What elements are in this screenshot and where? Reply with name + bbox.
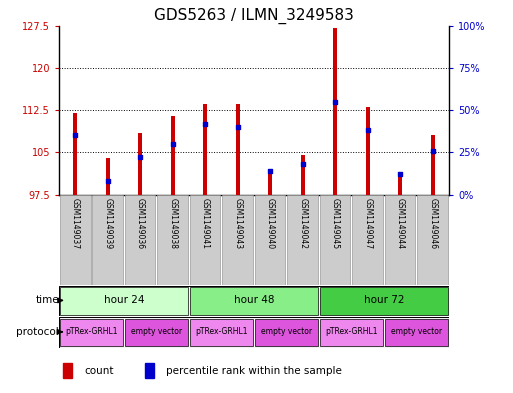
Text: empty vector: empty vector [391,327,442,336]
FancyBboxPatch shape [60,319,123,346]
Point [428,147,437,154]
Text: pTRex-GRHL1: pTRex-GRHL1 [195,327,248,336]
FancyBboxPatch shape [320,287,448,315]
FancyBboxPatch shape [352,195,383,285]
FancyBboxPatch shape [255,319,318,346]
FancyBboxPatch shape [190,319,253,346]
Text: count: count [84,365,114,375]
Bar [333,28,337,195]
Bar [63,363,72,378]
FancyBboxPatch shape [157,195,188,285]
Bar [236,105,240,195]
FancyBboxPatch shape [60,195,90,285]
Text: GSM1149043: GSM1149043 [233,198,242,249]
Point [299,161,307,167]
Text: GSM1149037: GSM1149037 [71,198,80,249]
FancyBboxPatch shape [60,287,188,315]
Point [233,124,242,130]
Point [201,120,209,127]
FancyBboxPatch shape [125,195,155,285]
Text: GSM1149036: GSM1149036 [136,198,145,249]
Bar [145,363,154,378]
FancyBboxPatch shape [287,195,318,285]
Text: GSM1149047: GSM1149047 [363,198,372,249]
Text: GSM1149042: GSM1149042 [298,198,307,249]
Point [266,168,274,174]
Bar [203,105,207,195]
Bar [398,172,402,195]
Text: pTRex-GRHL1: pTRex-GRHL1 [65,327,118,336]
Point [136,154,144,160]
FancyBboxPatch shape [190,195,221,285]
Text: GSM1149044: GSM1149044 [396,198,405,249]
Bar [301,155,305,195]
Text: GSM1149039: GSM1149039 [103,198,112,249]
FancyBboxPatch shape [385,319,448,346]
Point [104,178,112,184]
Bar [106,158,110,195]
Text: hour 24: hour 24 [104,296,144,305]
Text: percentile rank within the sample: percentile rank within the sample [166,365,342,375]
Text: GSM1149041: GSM1149041 [201,198,210,249]
Text: pTRex-GRHL1: pTRex-GRHL1 [325,327,378,336]
FancyBboxPatch shape [59,317,449,348]
Text: empty vector: empty vector [131,327,182,336]
FancyBboxPatch shape [385,195,416,285]
Bar [171,116,174,195]
Text: hour 48: hour 48 [234,296,274,305]
FancyBboxPatch shape [59,286,449,316]
FancyBboxPatch shape [320,195,350,285]
Point [169,141,177,147]
Point [331,98,339,105]
FancyBboxPatch shape [320,319,383,346]
Point [364,127,372,134]
Text: time: time [35,296,59,305]
Title: GDS5263 / ILMN_3249583: GDS5263 / ILMN_3249583 [154,8,354,24]
Point [396,171,404,177]
FancyBboxPatch shape [255,195,285,285]
Text: GSM1149045: GSM1149045 [331,198,340,249]
Bar [73,113,77,195]
Text: GSM1149046: GSM1149046 [428,198,437,249]
FancyBboxPatch shape [223,195,253,285]
Bar [139,132,142,195]
Text: GSM1149038: GSM1149038 [168,198,177,249]
Point [71,132,80,138]
Text: protocol: protocol [16,327,59,337]
FancyBboxPatch shape [125,319,188,346]
Text: hour 72: hour 72 [364,296,404,305]
FancyBboxPatch shape [418,195,448,285]
Bar [366,107,369,195]
Text: GSM1149040: GSM1149040 [266,198,274,249]
FancyBboxPatch shape [92,195,123,285]
FancyBboxPatch shape [190,287,318,315]
Text: empty vector: empty vector [261,327,312,336]
Bar [268,169,272,195]
Bar [431,135,435,195]
